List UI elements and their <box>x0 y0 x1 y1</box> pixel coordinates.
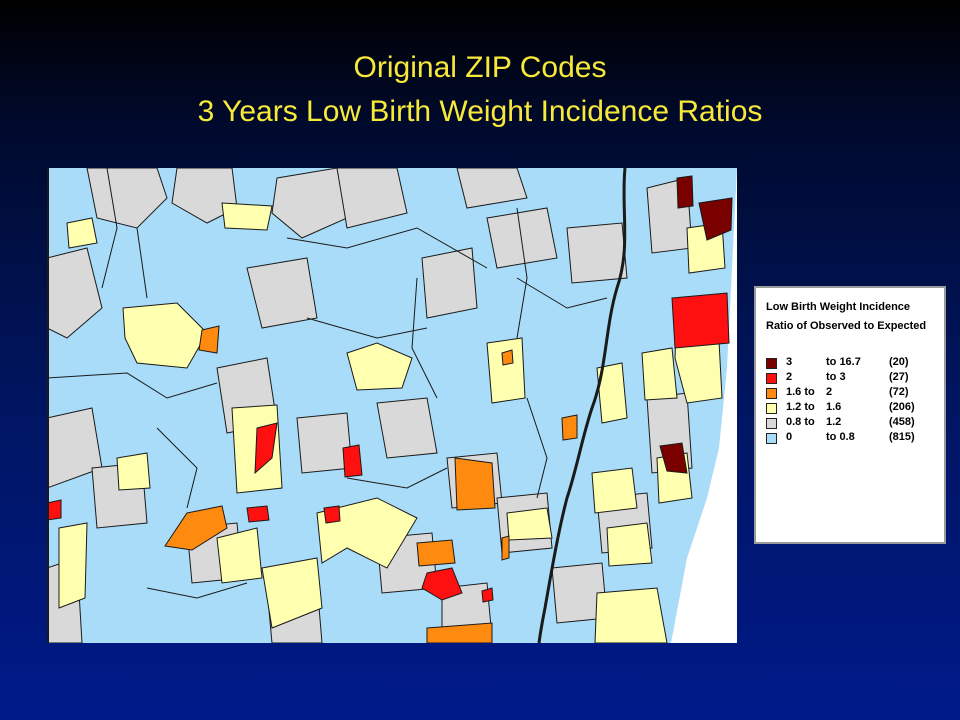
zip-region <box>606 522 653 567</box>
zip-region <box>198 325 220 354</box>
legend-swatch <box>766 358 777 369</box>
zip-region <box>246 505 270 523</box>
legend-swatch <box>766 418 777 429</box>
legend-high: 2 <box>826 386 833 398</box>
zip-region <box>342 444 363 478</box>
zip-region <box>66 217 98 249</box>
zip-boundary <box>306 317 428 339</box>
zip-region <box>506 507 553 541</box>
zip-region <box>323 505 341 524</box>
zip-region <box>421 247 478 319</box>
zip-region <box>456 168 528 209</box>
map-legend: Low Birth Weight Incidence Ratio of Obse… <box>754 286 946 544</box>
legend-swatch <box>766 388 777 399</box>
zip-boundary <box>516 277 608 309</box>
zip-region <box>216 527 263 584</box>
zip-region <box>596 362 628 424</box>
legend-low: 1.2 to <box>786 401 815 413</box>
zip-region <box>246 257 318 329</box>
zip-code-map <box>47 168 737 643</box>
legend-swatch <box>766 403 777 414</box>
zip-region <box>47 499 62 521</box>
legend-count: (20) <box>889 356 909 368</box>
zip-region <box>676 175 694 209</box>
zip-region <box>501 535 510 561</box>
zip-boundary <box>526 397 548 499</box>
zip-region <box>426 622 493 643</box>
legend-high: to 3 <box>826 371 846 383</box>
zip-region <box>421 567 463 601</box>
legend-count: (27) <box>889 371 909 383</box>
zip-region <box>501 349 514 366</box>
zip-region <box>659 442 688 474</box>
zip-region <box>454 457 496 511</box>
legend-high: 1.6 <box>826 401 842 413</box>
zip-boundary <box>411 277 438 399</box>
legend-title: Low Birth Weight Incidence Ratio of Obse… <box>766 298 926 336</box>
zip-regions <box>47 168 733 643</box>
zip-boundary <box>136 227 148 299</box>
river <box>537 168 627 643</box>
zip-region <box>164 505 228 551</box>
zip-region <box>122 302 208 369</box>
zip-region <box>566 222 628 284</box>
legend-low: 2 <box>786 371 793 383</box>
legend-swatch <box>766 433 777 444</box>
zip-region <box>641 347 678 401</box>
zip-region <box>481 587 494 603</box>
legend-high: 1.2 <box>826 416 842 428</box>
legend-count: (458) <box>889 416 915 428</box>
zip-region <box>221 202 273 231</box>
legend-low: 3 <box>786 356 793 368</box>
legend-count: (815) <box>889 431 915 443</box>
choropleth-map <box>47 168 737 643</box>
zip-region <box>47 247 103 339</box>
zip-region <box>486 337 526 404</box>
zip-region <box>271 168 348 239</box>
zip-boundary <box>47 372 218 399</box>
legend-high: to 0.8 <box>826 431 855 443</box>
legend-swatch <box>766 373 777 384</box>
zip-region <box>594 587 668 643</box>
legend-low: 0 <box>786 431 793 443</box>
legend-count: (72) <box>889 386 909 398</box>
zip-boundary <box>516 207 528 339</box>
title-line-1: Original ZIP Codes <box>353 51 607 84</box>
legend-low: 1.6 to <box>786 386 815 398</box>
title-line-2: 3 Years Low Birth Weight Incidence Ratio… <box>197 95 763 128</box>
zip-region <box>316 497 418 569</box>
zip-region <box>254 422 278 475</box>
zip-region <box>171 168 238 224</box>
zip-region <box>336 168 408 229</box>
zip-region <box>561 414 578 441</box>
zip-region <box>86 168 168 229</box>
zip-region <box>116 452 151 491</box>
legend-low: 0.8 to <box>786 416 815 428</box>
zip-boundary <box>146 582 248 599</box>
zip-region <box>261 557 323 629</box>
zip-region <box>698 197 733 241</box>
outside-region <box>671 168 737 643</box>
zip-region <box>591 467 638 514</box>
legend-count: (206) <box>889 401 915 413</box>
zip-boundary <box>346 467 448 489</box>
zip-region <box>416 539 456 567</box>
zip-boundary <box>156 427 198 509</box>
zip-boundary <box>286 227 488 269</box>
zip-region <box>671 292 730 349</box>
legend-high: to 16.7 <box>826 356 861 368</box>
zip-region <box>376 397 438 459</box>
zip-region <box>486 207 558 269</box>
zip-boundary <box>101 168 118 289</box>
legend-title-line-2: Ratio of Observed to Expected <box>766 320 927 332</box>
zip-region <box>58 522 88 609</box>
legend-title-line-1: Low Birth Weight Incidence <box>766 301 911 313</box>
zip-region <box>346 342 413 391</box>
